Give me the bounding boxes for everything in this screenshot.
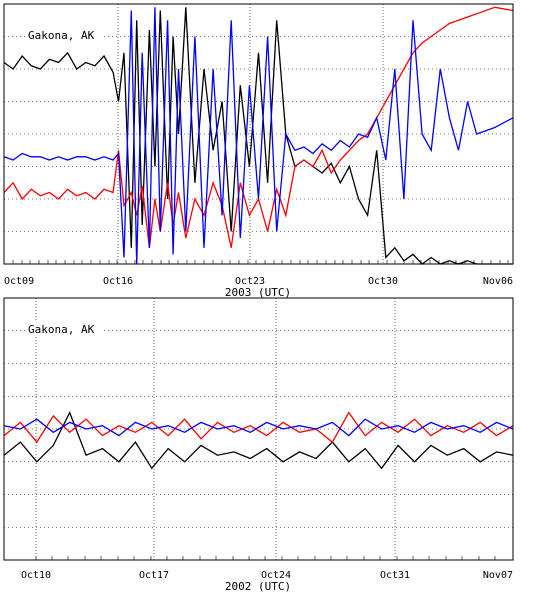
x-tick-label: Oct09	[4, 276, 34, 287]
x-tick-label: Oct30	[368, 276, 398, 287]
station-label: Gakona, AK	[28, 29, 95, 42]
series-layer	[3, 6, 514, 265]
station-label-bg	[25, 28, 101, 42]
x-tick-labels: Oct09 Oct16 Oct23 Oct30 Nov06	[4, 276, 513, 287]
x-axis-label: 2002 (UTC)	[225, 580, 291, 592]
x-tick-label: Oct31	[380, 570, 410, 581]
x-tick-label: Oct16	[103, 276, 133, 287]
x-tick-label: Oct10	[21, 570, 51, 581]
x-tick-labels: Oct10 Oct17 Oct24 Oct31 Nov07	[21, 570, 513, 581]
panel-2003: Oct09 Oct16 Oct23 Oct30 Nov06 Gakona, AK 200…	[3, 3, 514, 299]
series-line-blue	[3, 7, 514, 265]
station-label-bg	[25, 322, 101, 336]
x-tick-label: Nov06	[483, 276, 513, 287]
plot-frame	[3, 3, 514, 265]
series-line-black	[3, 410, 514, 470]
series-line-red	[3, 411, 514, 444]
series-line-red	[3, 6, 514, 248]
x-tick-label: Oct24	[261, 570, 291, 581]
x-tick-label: Oct23	[235, 276, 265, 287]
x-tick-label: Oct17	[139, 570, 169, 581]
series-layer	[3, 410, 514, 470]
plot-frame	[3, 297, 514, 561]
series-line-blue	[3, 418, 514, 437]
station-label: Gakona, AK	[28, 323, 95, 336]
x-tick-label: Nov07	[483, 570, 513, 581]
panel-2002: Oct10 Oct17 Oct24 Oct31 Nov07 Gakona, AK 200…	[3, 297, 514, 592]
x-axis-label: 2003 (UTC)	[225, 286, 291, 299]
series-line-black	[3, 7, 513, 265]
